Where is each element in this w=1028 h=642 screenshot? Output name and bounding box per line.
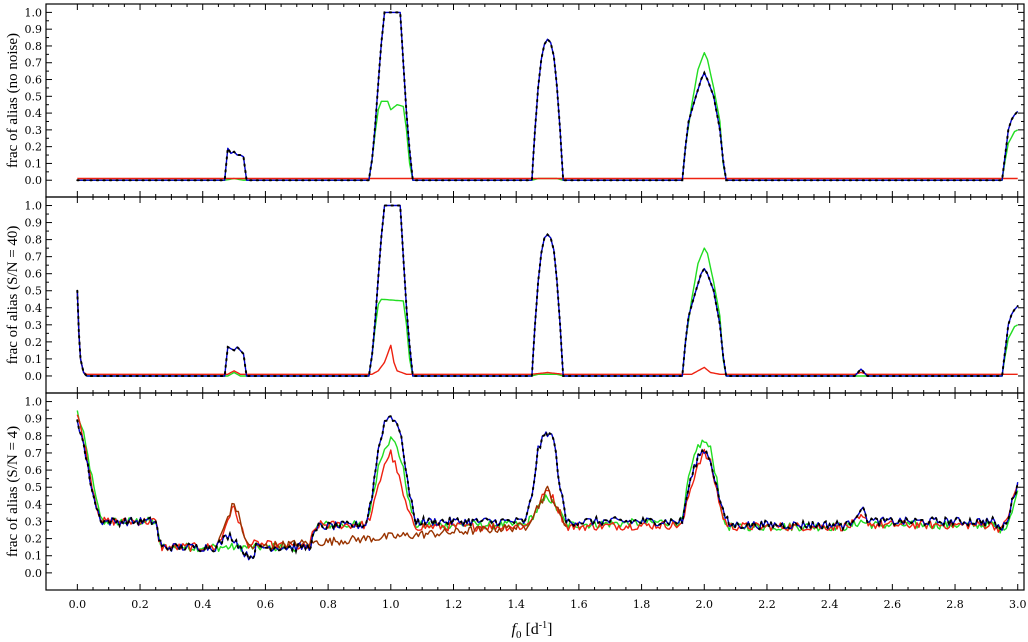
- series-blue-line: [77, 11, 1019, 181]
- x-tick-label: 2.0: [696, 598, 714, 611]
- x-tick-label: 2.8: [946, 598, 964, 611]
- y-tick-label: 0.1: [25, 157, 43, 170]
- panel-3: 0.0 0.1 0.2 0.3 0.4 0.5 0.6 0.7 0.8 0.9 1.0 frac of…: [5, 392, 1025, 591]
- y-tick-label: 0.4: [25, 302, 43, 315]
- series-black-dotted-line: [76, 414, 1019, 563]
- series-black-dotted-line: [76, 11, 1019, 182]
- y-tick-label: 1.0: [25, 6, 43, 19]
- panel-2: 0.0 0.1 0.2 0.3 0.4 0.5 0.6 0.7 0.8 0.9 1.0 frac of…: [5, 196, 1025, 394]
- x-tick-label: 3.0: [1009, 598, 1027, 611]
- x-tick-label: 1.0: [382, 598, 400, 611]
- y-tick-label: 0.0: [25, 567, 43, 580]
- y-tick-label: 0.7: [25, 251, 43, 264]
- x-axis-label-unit-close: ]: [547, 621, 552, 638]
- x-tick-label: 1.8: [633, 598, 651, 611]
- y-tick-label: 0.7: [25, 57, 43, 70]
- y-axis-label-panel-2: frac of alias (S/N = 40): [5, 226, 21, 365]
- x-tick-label: 0.6: [257, 598, 275, 611]
- y-tick-label: 1.0: [25, 200, 43, 213]
- x-tick-label: 0.4: [194, 598, 212, 611]
- y-tick-label: 0.5: [25, 285, 43, 298]
- y-tick-label: 0.0: [25, 174, 43, 187]
- y-tick-label: 0.2: [25, 336, 43, 349]
- y-tick-label: 0.3: [25, 515, 43, 528]
- series-green-line: [77, 52, 1019, 181]
- y-tick-label: 0.8: [25, 430, 43, 443]
- series-red-line: [76, 290, 1018, 375]
- series-dark-red-line: [214, 485, 567, 550]
- y-tick-label: 0.5: [25, 481, 43, 494]
- series-green-line: [76, 247, 1019, 377]
- y-tick-label: 0.2: [25, 141, 43, 154]
- y-tick-label: 0.3: [25, 124, 43, 137]
- panels-group: 0.0 0.1 0.2 0.3 0.4 0.5 0.6 0.7 0.8 0.9 1.0 frac of…: [5, 3, 1025, 591]
- x-tick-label: 0.2: [131, 598, 149, 611]
- x-axis-label-subscript: 0: [516, 629, 522, 641]
- y-tick-label: 0.1: [25, 550, 43, 563]
- x-tick-label: 2.2: [758, 598, 776, 611]
- y-tick-label: 0.9: [25, 217, 43, 230]
- y-axis-label-panel-3: frac of alias (S/N = 4): [5, 426, 21, 557]
- y-tick-label: 0.6: [25, 268, 43, 281]
- y-axis-label-panel-1: frac of alias (no noise): [5, 33, 21, 168]
- x-axis-label-unit-open: [d: [521, 621, 538, 638]
- x-tick-label: 2.6: [884, 598, 902, 611]
- y-tick-label: 0.9: [25, 23, 43, 36]
- y-tick-label: 0.1: [25, 353, 43, 366]
- y-tick-label: 1.0: [25, 396, 43, 409]
- panel-2-frame: [45, 196, 1025, 394]
- x-tick-label: 0.8: [319, 598, 337, 611]
- y-tick-label: 0.8: [25, 40, 43, 53]
- y-tick-label: 0.7: [25, 447, 43, 460]
- y-tick-label: 0.4: [25, 498, 43, 511]
- series-blue-line: [76, 204, 1019, 377]
- x-tick-label: 2.4: [821, 598, 839, 611]
- panel-1: 0.0 0.1 0.2 0.3 0.4 0.5 0.6 0.7 0.8 0.9 1.0 frac of…: [5, 3, 1025, 198]
- x-axis-label: f0 [d-1]: [512, 620, 553, 641]
- x-axis-label-unit-superscript: -1: [539, 620, 547, 631]
- y-tick-label: 0.6: [25, 74, 43, 87]
- x-axis-label-main: f: [512, 621, 519, 638]
- y-tick-label: 0.0: [25, 370, 43, 383]
- y-tick-label: 0.3: [25, 319, 43, 332]
- panel-3-frame: [45, 392, 1025, 591]
- y-tick-label: 0.5: [25, 90, 43, 103]
- y-tick-label: 0.4: [25, 107, 43, 120]
- x-tick-label: 0.0: [69, 598, 87, 611]
- y-tick-label: 0.9: [25, 413, 43, 426]
- x-tick-label: 1.2: [445, 598, 463, 611]
- x-tick-label: 1.4: [507, 598, 525, 611]
- x-axis: 0.0 0.2 0.4 0.6 0.8 1.0 1.2 1.4 1.6 1.8 2.0 2.2 2.4 2…: [69, 598, 1027, 611]
- x-tick-label: 1.6: [570, 598, 588, 611]
- y-tick-label: 0.8: [25, 234, 43, 247]
- series-black-dotted-line: [76, 204, 1019, 377]
- y-tick-label: 0.6: [25, 464, 43, 477]
- panel-1-frame: [45, 3, 1025, 198]
- y-tick-label: 0.2: [25, 533, 43, 546]
- series-green-line: [76, 410, 1019, 553]
